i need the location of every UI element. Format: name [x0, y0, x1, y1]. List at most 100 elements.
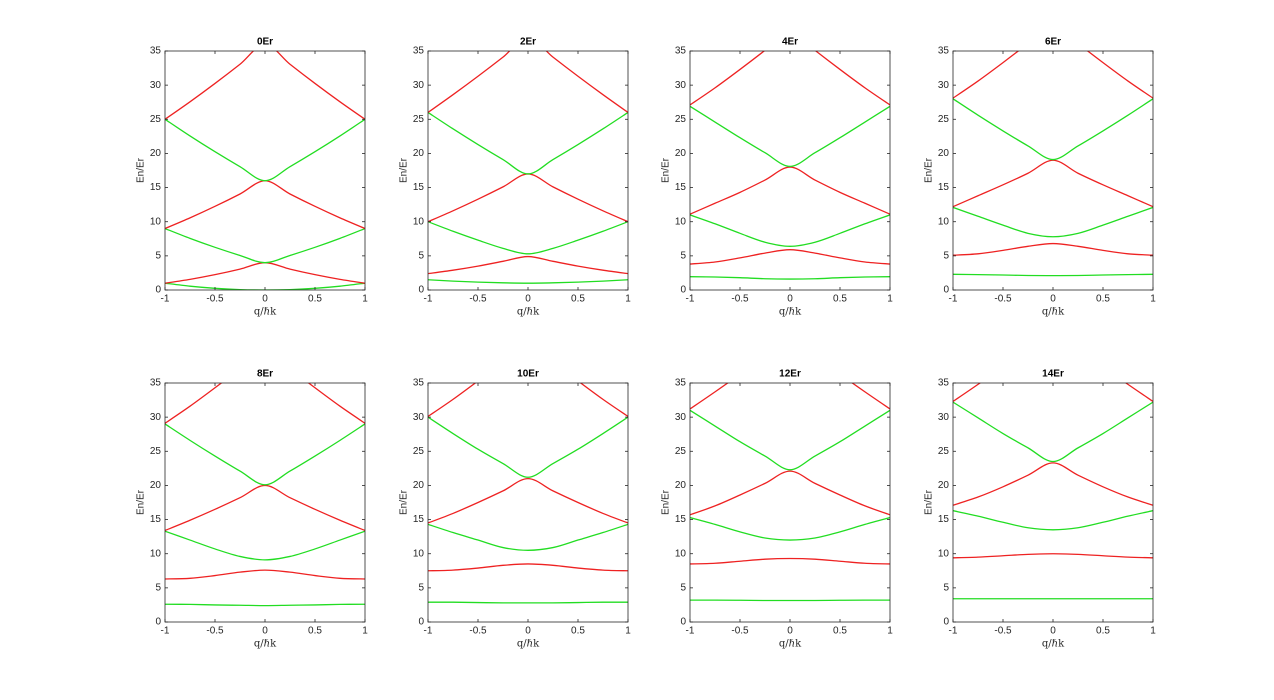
- x-axis-label: q/ℏk: [254, 307, 277, 318]
- band-line: [428, 383, 628, 417]
- x-tick-label: -0.5: [469, 626, 487, 637]
- band-line: [428, 255, 628, 275]
- band-line: [690, 214, 890, 247]
- y-tick-label: 0: [680, 617, 686, 628]
- x-tick-label: -0.5: [206, 626, 224, 637]
- band-line: [428, 563, 628, 572]
- x-tick-label: 0.5: [1096, 626, 1110, 637]
- band-line: [953, 206, 1153, 238]
- band-line: [690, 105, 890, 168]
- y-tick-label: 30: [413, 80, 425, 91]
- band-line: [428, 416, 628, 478]
- band-line: [690, 409, 890, 471]
- y-tick-label: 10: [413, 548, 425, 559]
- band-line: [165, 530, 365, 561]
- band-line: [690, 51, 890, 106]
- y-tick-label: 35: [150, 46, 162, 57]
- y-tick-label: 0: [943, 285, 949, 296]
- band-line: [165, 118, 365, 182]
- y-tick-label: 30: [938, 412, 950, 423]
- plot-area: [953, 383, 1153, 622]
- x-tick-label: 0: [787, 294, 793, 305]
- y-axis-label: En/Er: [136, 157, 147, 183]
- x-axis-label: q/ℏk: [779, 639, 802, 650]
- x-tick-label: -1: [424, 294, 433, 305]
- x-tick-label: -1: [949, 626, 958, 637]
- x-tick-label: 0.5: [308, 294, 322, 305]
- x-axis-label: q/ℏk: [254, 639, 277, 650]
- y-tick-label: 20: [675, 480, 687, 491]
- x-tick-label: -0.5: [994, 294, 1012, 305]
- y-tick-label: 35: [938, 46, 950, 57]
- band-line: [953, 273, 1153, 277]
- y-tick-label: 25: [938, 114, 950, 125]
- y-tick-label: 30: [150, 80, 162, 91]
- x-tick-label: -1: [686, 626, 695, 637]
- x-tick-label: -0.5: [731, 626, 749, 637]
- x-axis-label: q/ℏk: [779, 307, 802, 318]
- band-line: [690, 166, 890, 215]
- band-line: [953, 510, 1153, 531]
- x-tick-label: -1: [686, 294, 695, 305]
- band-line: [953, 98, 1153, 161]
- y-tick-label: 35: [675, 46, 687, 57]
- x-tick-label: 0: [525, 626, 531, 637]
- x-axis-label: q/ℏk: [1042, 639, 1065, 650]
- x-tick-label: -1: [161, 626, 170, 637]
- x-tick-label: -0.5: [206, 294, 224, 305]
- subplot-title: 2Er: [520, 37, 536, 48]
- y-axis-label: En/Er: [661, 489, 672, 515]
- y-tick-label: 5: [155, 582, 161, 593]
- x-tick-label: 1: [887, 626, 893, 637]
- x-tick-label: 0: [262, 626, 268, 637]
- plot-area: [165, 51, 365, 290]
- y-axis-label: En/Er: [661, 157, 672, 183]
- x-tick-label: 1: [625, 626, 631, 637]
- x-tick-label: -0.5: [469, 294, 487, 305]
- band-line: [690, 557, 890, 565]
- x-tick-label: 0: [1050, 294, 1056, 305]
- x-tick-label: 1: [625, 294, 631, 305]
- y-tick-label: 5: [680, 582, 686, 593]
- x-tick-label: 0: [1050, 626, 1056, 637]
- y-tick-label: 25: [675, 114, 687, 125]
- x-tick-label: 0: [262, 294, 268, 305]
- x-tick-label: -0.5: [731, 294, 749, 305]
- y-tick-label: 15: [938, 514, 950, 525]
- band-line: [953, 401, 1153, 463]
- x-tick-label: 1: [362, 294, 368, 305]
- y-tick-label: 5: [943, 582, 949, 593]
- plot-area: [953, 51, 1153, 290]
- y-tick-label: 10: [675, 548, 687, 559]
- y-tick-label: 30: [413, 412, 425, 423]
- y-tick-label: 15: [150, 514, 162, 525]
- y-tick-label: 25: [675, 446, 687, 457]
- band-line: [690, 470, 890, 516]
- x-axis-label: q/ℏk: [1042, 307, 1065, 318]
- y-tick-label: 25: [938, 446, 950, 457]
- band-line: [428, 601, 628, 604]
- band-line: [690, 383, 890, 410]
- band-line: [428, 111, 628, 175]
- y-axis-label: En/Er: [399, 489, 410, 515]
- x-tick-label: -1: [424, 626, 433, 637]
- subplot-title: 8Er: [257, 369, 273, 380]
- subplot-title: 4Er: [782, 37, 798, 48]
- band-line: [165, 569, 365, 580]
- y-tick-label: 0: [418, 285, 424, 296]
- y-tick-label: 20: [938, 148, 950, 159]
- x-tick-label: -1: [949, 294, 958, 305]
- subplot-title: 10Er: [517, 369, 539, 380]
- y-tick-label: 25: [413, 446, 425, 457]
- band-line: [428, 51, 628, 113]
- x-axis-label: q/ℏk: [517, 639, 540, 650]
- x-tick-label: -0.5: [994, 626, 1012, 637]
- y-tick-label: 15: [150, 182, 162, 193]
